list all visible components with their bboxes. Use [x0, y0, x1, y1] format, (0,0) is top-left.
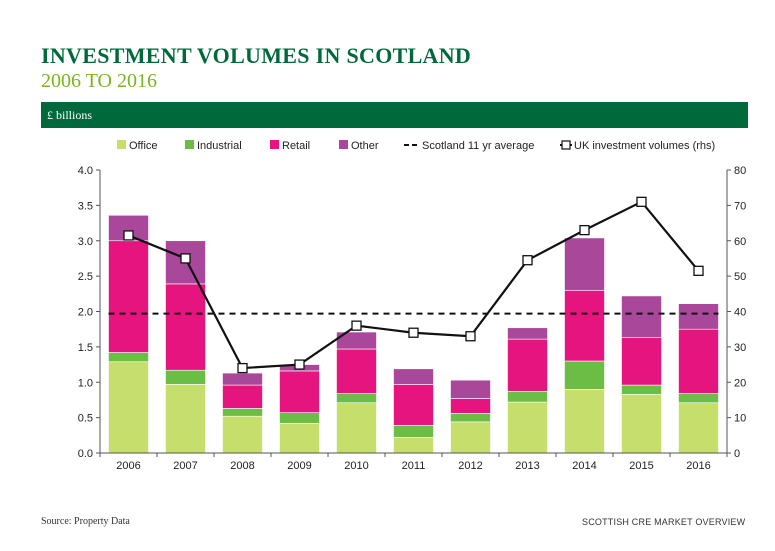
y-tick-label: 3.5 [78, 200, 93, 212]
bar-office-2015 [621, 393, 662, 454]
x-tick-label: 2008 [230, 460, 254, 472]
bar-other-2011 [393, 368, 434, 385]
legend-swatch-other [339, 140, 348, 149]
uk-point-2014 [579, 224, 590, 236]
y2-tick-label: 10 [734, 413, 746, 425]
legend-swatch-industrial [185, 140, 194, 149]
x-tick-label: 2014 [572, 460, 596, 472]
bar-retail-2006 [108, 240, 149, 353]
bar-industrial-2007 [165, 369, 206, 385]
bar-other-2013 [507, 327, 548, 340]
page-subtitle: 2006 TO 2016 [41, 70, 157, 92]
legend-swatch-retail [270, 140, 279, 149]
bar-other-2014 [564, 237, 605, 291]
bar-industrial-2010 [336, 393, 377, 404]
bar-other-2008 [222, 372, 263, 386]
source-note: Source: Property Data [41, 516, 130, 527]
uk-point-2010 [351, 320, 362, 331]
bar-office-2014 [564, 389, 605, 454]
x-tick-label: 2012 [458, 460, 482, 472]
y2-tick-label: 40 [734, 307, 746, 319]
uk-point-2011 [408, 327, 419, 338]
x-tick-label: 2015 [629, 460, 653, 472]
y2-tick-label: 0 [734, 448, 740, 460]
bar-retail-2015 [621, 337, 662, 386]
y2-tick-label: 80 [734, 165, 746, 177]
publication-name: SCOTTISH CRE MARKET OVERVIEW [582, 517, 746, 527]
y-tick-label: 1.0 [78, 377, 93, 389]
bar-retail-2012 [450, 398, 491, 414]
x-tick-label: 2016 [686, 460, 710, 472]
legend-label-office: Office [129, 140, 158, 152]
legend-label-uk: UK investment volumes (rhs) [574, 140, 715, 152]
y2-tick-label: 20 [734, 377, 746, 389]
uk-point-2012 [465, 331, 476, 342]
bar-retail-2013 [507, 338, 548, 392]
bar-industrial-2015 [621, 384, 662, 395]
bar-other-2015 [621, 295, 662, 338]
uk-point-2006 [123, 230, 134, 241]
y2-tick-label: 60 [734, 236, 746, 248]
bar-other-2016 [678, 303, 719, 330]
bar-industrial-2016 [678, 393, 719, 404]
bar-industrial-2011 [393, 425, 434, 438]
bar-retail-2010 [336, 348, 377, 394]
y-tick-label: 4.0 [78, 165, 93, 177]
y-tick-label: 1.5 [78, 342, 93, 354]
x-tick-label: 2013 [515, 460, 539, 472]
bar-office-2016 [678, 402, 719, 454]
bar-retail-2009 [279, 370, 320, 413]
bar-office-2011 [393, 437, 434, 454]
bar-office-2010 [336, 402, 377, 454]
bar-office-2009 [279, 422, 320, 454]
uk-point-2008 [237, 362, 248, 374]
bar-retail-2014 [564, 289, 605, 362]
bar-office-2006 [108, 361, 149, 454]
x-tick-label: 2007 [173, 460, 197, 472]
legend-label-industrial: Industrial [197, 140, 242, 152]
x-tick-label: 2009 [287, 460, 311, 472]
bar-office-2007 [165, 384, 206, 454]
uk-point-2015 [636, 196, 647, 207]
y-tick-label: 2.5 [78, 271, 93, 283]
x-tick-label: 2010 [344, 460, 368, 472]
uk-point-2013 [522, 255, 533, 266]
bar-industrial-2008 [222, 408, 263, 417]
bar-retail-2011 [393, 384, 434, 426]
legend-swatch-office [117, 140, 126, 149]
x-tick-label: 2011 [402, 460, 426, 472]
bar-retail-2007 [165, 283, 206, 371]
bar-industrial-2006 [108, 352, 149, 363]
y2-tick-label: 30 [734, 342, 746, 354]
bar-retail-2016 [678, 328, 719, 394]
bar-industrial-2009 [279, 412, 320, 424]
bar-office-2008 [222, 415, 263, 454]
bar-office-2012 [450, 421, 491, 454]
y-tick-label: 2.0 [78, 307, 93, 319]
legend-label-retail: Retail [282, 140, 310, 152]
bar-retail-2008 [222, 384, 263, 409]
bar-other-2012 [450, 379, 491, 399]
y-tick-label: 0.5 [78, 413, 93, 425]
y2-tick-label: 50 [734, 271, 746, 283]
page-title: INVESTMENT VOLUMES IN SCOTLAND [41, 43, 472, 68]
legend-swatch-uk [561, 140, 571, 150]
x-tick-label: 2006 [116, 460, 140, 472]
uk-point-2009 [294, 359, 305, 370]
y-tick-label: 0.0 [78, 448, 93, 460]
y-tick-label: 3.0 [78, 236, 93, 248]
uk-point-2007 [180, 253, 191, 264]
y2-tick-label: 70 [734, 200, 746, 212]
uk-investment-line [128, 200, 700, 370]
bar-industrial-2014 [564, 360, 605, 390]
bar-industrial-2012 [450, 413, 491, 423]
bar-office-2013 [507, 401, 548, 454]
bar-industrial-2013 [507, 391, 548, 403]
legend-label-other: Other [351, 140, 379, 152]
unit-label: £ billions [47, 108, 93, 122]
uk-point-2016 [693, 265, 704, 276]
unit-band: £ billions [41, 102, 748, 128]
legend-label-average: Scotland 11 yr average [422, 140, 534, 152]
